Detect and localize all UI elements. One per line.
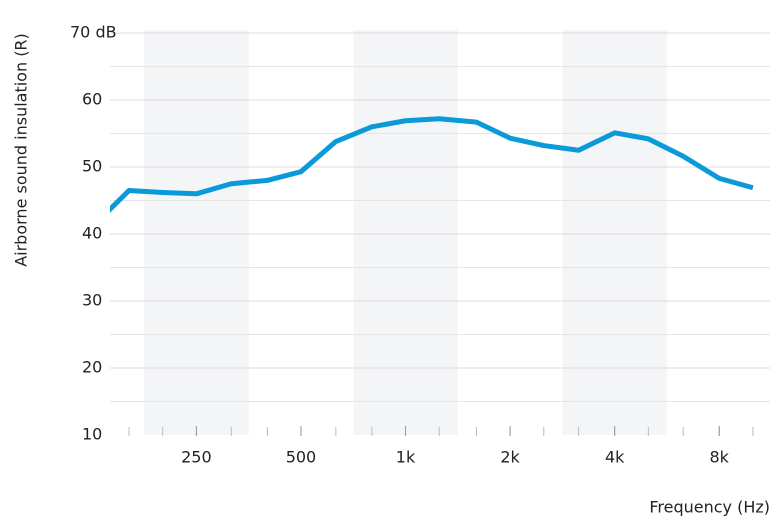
x-tick-label: 4k xyxy=(605,448,625,467)
y-axis-title: Airborne sound insulation (R) xyxy=(12,33,31,267)
y-tick-label: 60 xyxy=(82,90,102,109)
x-axis-title: Frequency (Hz) xyxy=(649,498,770,517)
octave-band xyxy=(562,30,667,435)
y-tick-label: 20 xyxy=(82,358,102,377)
x-tick-label: 500 xyxy=(286,448,317,467)
x-tick-label: 1k xyxy=(396,448,416,467)
y-tick-label: 10 xyxy=(82,425,102,444)
y-tick-label: 50 xyxy=(82,157,102,176)
y-tick-label: 70 dB xyxy=(70,23,117,42)
octave-band xyxy=(353,30,458,435)
y-tick-label: 40 xyxy=(82,224,102,243)
x-tick-label: 8k xyxy=(710,448,730,467)
octave-band xyxy=(144,30,249,435)
series-line xyxy=(110,116,754,213)
x-tick-label: 2k xyxy=(500,448,520,467)
x-tick-label: 250 xyxy=(181,448,212,467)
y-tick-label: 30 xyxy=(82,291,102,310)
